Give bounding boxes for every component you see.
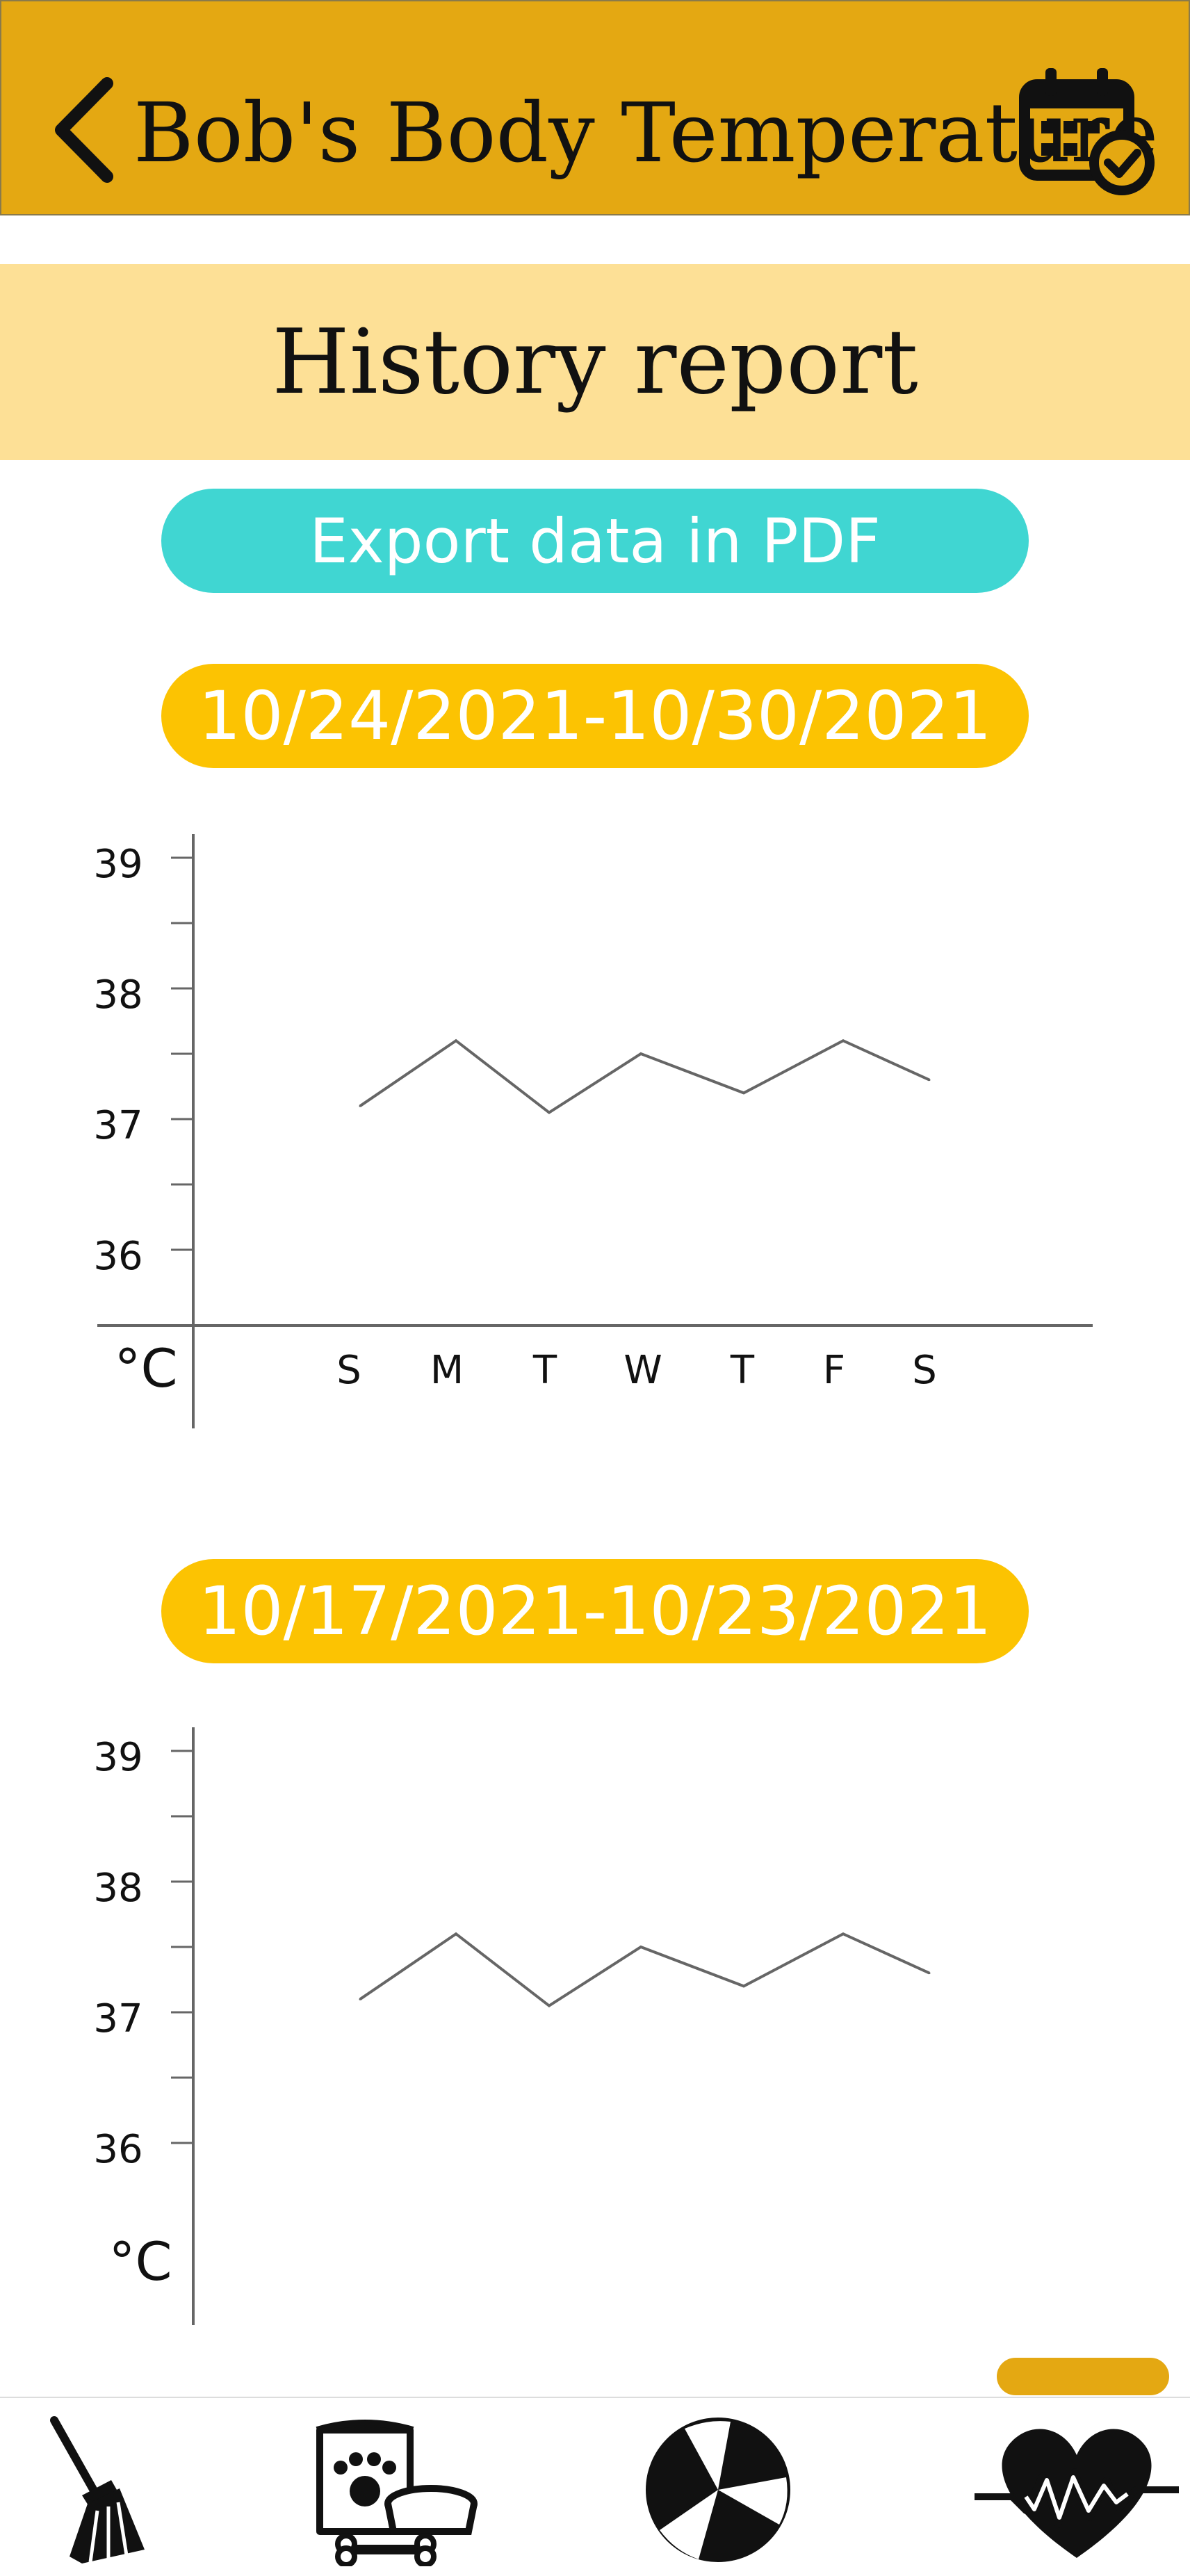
temperature-point — [842, 1039, 845, 1042]
heartbeat-icon — [975, 2429, 1179, 2558]
temperature-point — [742, 1091, 745, 1094]
chart-canvas: 39 38 37 36 °C — [93, 1727, 931, 2325]
temperature-point — [928, 1079, 931, 1082]
temperature-point — [359, 1104, 361, 1107]
temperature-line — [359, 1932, 930, 2008]
nav-item-play[interactable] — [643, 2413, 793, 2566]
calendar-button[interactable] — [1018, 64, 1157, 196]
y-tick-label: 38 — [93, 1866, 142, 1911]
y-tick-label: 37 — [93, 1996, 142, 2041]
beach-ball-icon — [646, 2418, 790, 2562]
temperature-point — [548, 1111, 551, 1114]
y-tick-label: 36 — [93, 2127, 142, 2172]
x-tick-label: T — [730, 1348, 755, 1393]
temperature-point — [742, 1984, 745, 1987]
x-tick-label: F — [823, 1348, 845, 1393]
x-tick-label: W — [623, 1348, 662, 1393]
temperature-point — [455, 1039, 457, 1042]
chart-canvas: 39 38 37 36 °C S M T W T F S — [93, 834, 1093, 1428]
pet-food-icon — [316, 2420, 478, 2568]
y-tick-label: 36 — [93, 1234, 142, 1279]
temperature-point — [842, 1932, 845, 1935]
temperature-point — [455, 1932, 457, 1935]
unit-label: °C — [108, 2231, 172, 2292]
app-title: Bob's Body Temperature — [133, 85, 1159, 181]
chevron-left-icon — [55, 77, 113, 183]
broom-icon — [50, 2416, 145, 2563]
x-tick-label: T — [532, 1348, 557, 1393]
temperature-line — [359, 1038, 930, 1115]
y-tick-label: 39 — [93, 842, 142, 887]
temperature-point — [359, 1998, 361, 2000]
x-tick-label: M — [430, 1348, 464, 1393]
nav-item-health[interactable] — [970, 2413, 1183, 2566]
date-range-label: 10/17/2021-10/23/2021 — [161, 1559, 1029, 1663]
app-header: Bob's Body Temperature — [0, 0, 1190, 215]
y-tick-label: 38 — [93, 972, 142, 1018]
temperature-point — [928, 1972, 931, 1975]
temperature-point — [548, 2005, 551, 2007]
page-indicator — [997, 2358, 1169, 2395]
temperature-chart: 39 38 37 36 °C — [0, 1713, 1190, 2339]
x-tick-label: S — [912, 1348, 937, 1393]
calendar-check-icon — [1019, 68, 1155, 195]
bottom-nav — [0, 2397, 1190, 2576]
nav-item-cleaning[interactable] — [33, 2413, 152, 2566]
y-tick-label: 37 — [93, 1103, 142, 1148]
page-title: History report — [272, 310, 918, 414]
nav-item-feeding[interactable] — [306, 2413, 480, 2568]
unit-label: °C — [114, 1337, 177, 1399]
back-button[interactable] — [46, 71, 122, 189]
y-tick-label: 39 — [93, 1735, 142, 1780]
date-range-label: 10/24/2021-10/30/2021 — [161, 664, 1029, 768]
x-tick-label: S — [336, 1348, 361, 1393]
section-banner: History report — [0, 264, 1190, 460]
temperature-chart: 39 38 37 36 °C S M T W T F S — [0, 820, 1190, 1446]
temperature-point — [639, 1052, 642, 1055]
export-pdf-button[interactable]: Export data in PDF — [161, 489, 1029, 593]
temperature-point — [639, 1946, 642, 1948]
